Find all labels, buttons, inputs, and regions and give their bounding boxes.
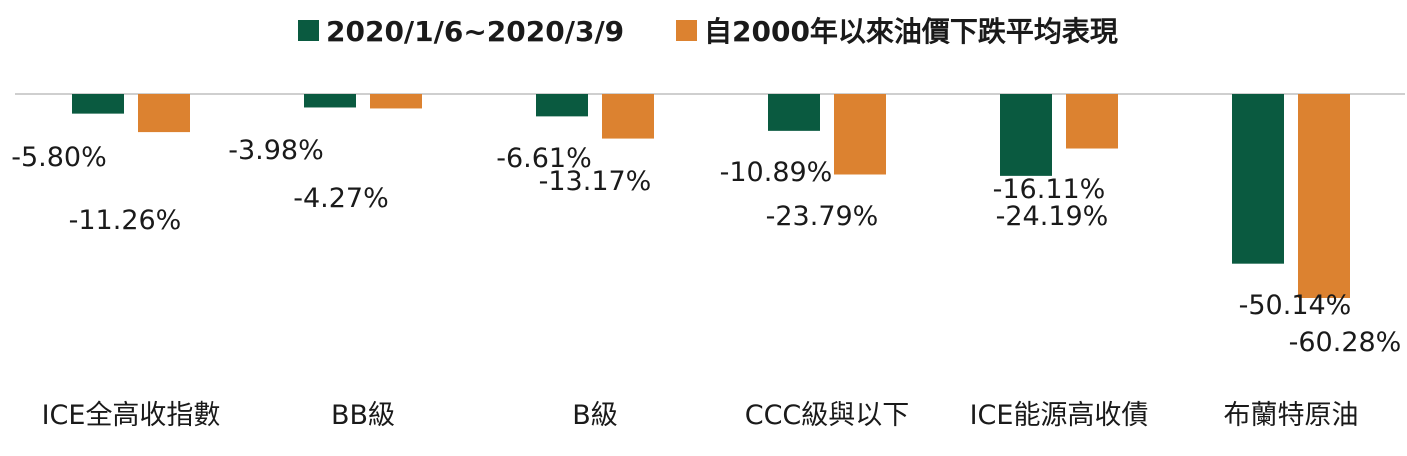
data-label-series-2-3: -23.79% [766, 201, 879, 232]
legend: 2020/1/6~2020/3/9 自2000年以來油價下跌平均表現 [298, 15, 1118, 48]
data-label-series-1-4: -24.19% [996, 201, 1109, 232]
category-label-0: ICE全高收指數 [42, 400, 221, 431]
data-label-series-2-2: -13.17% [539, 166, 652, 197]
data-label-series-2-1: -4.27% [293, 183, 389, 214]
data-label-series-1-2: -6.61% [496, 143, 592, 174]
data-label-series-1-5: -50.14% [1239, 290, 1352, 321]
bar-series-2-0 [138, 94, 190, 133]
category-label-2: B級 [572, 400, 618, 431]
data-label-series-2-5: -60.28% [1289, 327, 1402, 358]
bar-series-1-1 [304, 94, 356, 108]
legend-label-series-1: 2020/1/6~2020/3/9 [326, 15, 624, 48]
bar-series-1-4 [1000, 94, 1052, 176]
bar-series-2-2 [602, 94, 654, 139]
legend-swatch-series-1 [298, 20, 319, 41]
bar-series-1-3 [768, 94, 820, 131]
bar-series-1-0 [72, 94, 124, 114]
category-label-3: CCC級與以下 [745, 400, 910, 431]
category-labels-layer: ICE全高收指數 BB級 B級 CCC級與以下 ICE能源高收債 布蘭特原油 [42, 400, 1359, 431]
bar-series-1-2 [536, 94, 588, 117]
category-label-5: 布蘭特原油 [1224, 400, 1359, 431]
bar-series-2-5 [1298, 94, 1350, 298]
legend-label-series-2: 自2000年以來油價下跌平均表現 [704, 15, 1118, 48]
data-label-series-1-3: -10.89% [720, 157, 833, 188]
category-label-1: BB級 [331, 400, 395, 431]
bars-layer [72, 94, 1350, 298]
bar-series-2-1 [370, 94, 422, 109]
data-label-series-2-4: -16.11% [993, 174, 1106, 205]
data-labels-layer: -5.80% -11.26% -3.98% -4.27% -6.61%-13.17% -1… [11, 135, 1401, 358]
data-label-series-1-0: -5.80% [11, 142, 107, 173]
bar-series-2-4 [1066, 94, 1118, 149]
bar-series-2-3 [834, 94, 886, 175]
bar-series-1-5 [1232, 94, 1284, 264]
category-label-4: ICE能源高收債 [970, 400, 1149, 431]
legend-swatch-series-2 [676, 20, 697, 41]
data-label-series-2-0: -11.26% [69, 205, 182, 236]
data-label-series-1-1: -3.98% [228, 135, 324, 166]
